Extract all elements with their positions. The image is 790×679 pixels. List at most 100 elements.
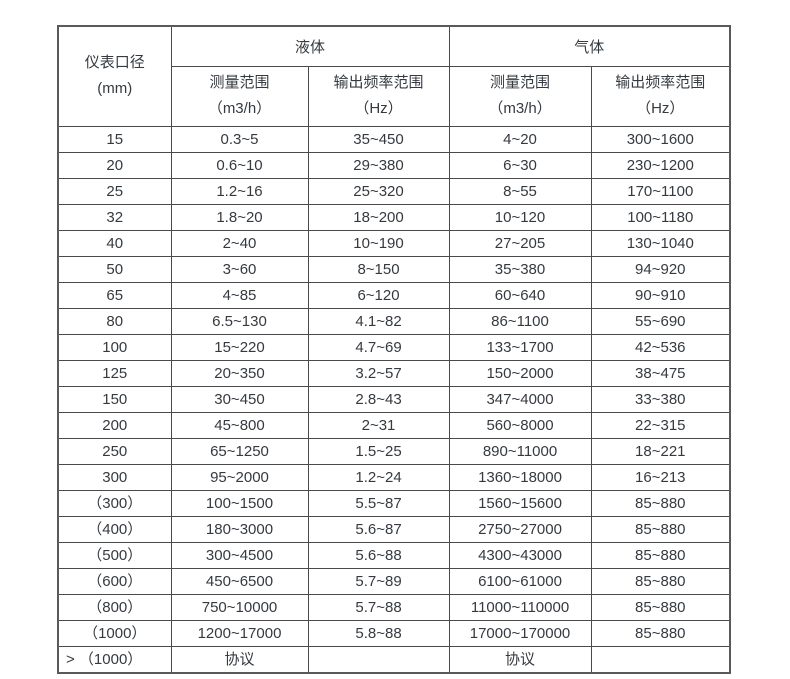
table-header: 仪表口径 (mm) 液体 气体 测量范围 （m3/h） 输出频率范围 （Hz） … (57, 25, 731, 127)
header-liquid-freq-unit: （Hz） (354, 100, 403, 117)
header-gas-freq-label: 输出频率范围 (615, 74, 706, 91)
value-cell: 1200~17000 (170, 619, 309, 647)
value-cell: 133~1700 (448, 333, 592, 361)
table-row: 250 65~1250 1.5~25 890~11000 18~221 (57, 437, 731, 465)
diameter-cell: 65 (57, 281, 172, 309)
header-liquid-measure-unit: （m3/h） (207, 100, 272, 117)
value-cell: 2~40 (170, 229, 309, 257)
value-cell: 5.5~87 (307, 489, 450, 517)
value-cell: 100~1500 (170, 489, 309, 517)
table-row: （600） 450~6500 5.7~89 6100~61000 85~880 (57, 567, 731, 595)
value-cell (590, 645, 731, 673)
value-cell: 38~475 (590, 359, 731, 387)
diameter-cell: （400） (57, 515, 172, 543)
value-cell: 230~1200 (590, 151, 731, 179)
value-cell: 35~380 (448, 255, 592, 283)
value-cell: 86~1100 (448, 307, 592, 335)
diameter-cell: > （1000） (57, 645, 172, 673)
value-cell: 2~31 (307, 411, 450, 439)
diameter-cell: 125 (57, 359, 172, 387)
value-cell: 2.8~43 (307, 385, 450, 413)
value-cell: 20~350 (170, 359, 309, 387)
value-cell: 4.7~69 (307, 333, 450, 361)
value-cell: 85~880 (590, 489, 731, 517)
value-cell: 10~190 (307, 229, 450, 257)
value-cell: 22~315 (590, 411, 731, 439)
value-cell: 60~640 (448, 281, 592, 309)
diameter-cell: 300 (57, 463, 172, 491)
value-cell: 95~2000 (170, 463, 309, 491)
diameter-cell: 50 (57, 255, 172, 283)
value-cell: 6~120 (307, 281, 450, 309)
diameter-cell: （300） (57, 489, 172, 517)
value-cell: 11000~110000 (448, 593, 592, 621)
value-cell: 3~60 (170, 255, 309, 283)
diameter-cell: 250 (57, 437, 172, 465)
value-cell: 4~85 (170, 281, 309, 309)
value-cell: 100~1180 (590, 203, 731, 231)
value-cell: 150~2000 (448, 359, 592, 387)
value-cell: 5.7~89 (307, 567, 450, 595)
value-cell: 8~55 (448, 177, 592, 205)
value-cell: 35~450 (307, 125, 450, 153)
value-cell: 4~20 (448, 125, 592, 153)
header-liquid-measure-range: 测量范围 （m3/h） (170, 65, 309, 127)
diameter-cell: （600） (57, 567, 172, 595)
value-cell: 30~450 (170, 385, 309, 413)
table-row: 125 20~350 3.2~57 150~2000 38~475 (57, 359, 731, 387)
value-cell: 协议 (170, 645, 309, 673)
diameter-cell: 15 (57, 125, 172, 153)
table-row: 300 95~2000 1.2~24 1360~18000 16~213 (57, 463, 731, 491)
value-cell: 85~880 (590, 567, 731, 595)
value-cell: 85~880 (590, 541, 731, 569)
value-cell: 8~150 (307, 255, 450, 283)
value-cell: 42~536 (590, 333, 731, 361)
header-diameter: 仪表口径 (mm) (57, 25, 172, 127)
table-row: （400） 180~3000 5.6~87 2750~27000 85~880 (57, 515, 731, 543)
value-cell: 5.8~88 (307, 619, 450, 647)
header-liquid-measure-label: 测量范围 (209, 74, 270, 91)
diameter-cell: 32 (57, 203, 172, 231)
table-row: 65 4~85 6~120 60~640 90~910 (57, 281, 731, 309)
value-cell: 90~910 (590, 281, 731, 309)
value-cell: 10~120 (448, 203, 592, 231)
header-group-row: 仪表口径 (mm) 液体 气体 (57, 25, 731, 127)
value-cell: 1560~15600 (448, 489, 592, 517)
diameter-cell: 25 (57, 177, 172, 205)
table-body: 15 0.3~5 35~450 4~20 300~1600 20 0.6~10 29~380 6… (57, 125, 731, 673)
value-cell: 3.2~57 (307, 359, 450, 387)
diameter-cell: 20 (57, 151, 172, 179)
header-liquid-frequency-range: 输出频率范围 （Hz） (307, 65, 450, 127)
value-cell: 300~4500 (170, 541, 309, 569)
value-cell: 130~1040 (590, 229, 731, 257)
value-cell: 1.5~25 (307, 437, 450, 465)
value-cell: 560~8000 (448, 411, 592, 439)
value-cell: 94~920 (590, 255, 731, 283)
header-diameter-label: 仪表口径 (84, 54, 145, 72)
header-gas-measure-unit: （m3/h） (488, 100, 552, 117)
table-row: （300） 100~1500 5.5~87 1560~15600 85~880 (57, 489, 731, 517)
value-cell: 750~10000 (170, 593, 309, 621)
value-cell (307, 645, 450, 673)
header-gas-measure-label: 测量范围 (490, 74, 551, 91)
diameter-cell: 40 (57, 229, 172, 257)
header-gas-freq-unit: （Hz） (636, 100, 685, 117)
value-cell: 85~880 (590, 619, 731, 647)
table-row: 40 2~40 10~190 27~205 130~1040 (57, 229, 731, 257)
value-cell: 4300~43000 (448, 541, 592, 569)
table-row: 32 1.8~20 18~200 10~120 100~1180 (57, 203, 731, 231)
value-cell: 15~220 (170, 333, 309, 361)
value-cell: 0.3~5 (170, 125, 309, 153)
diameter-cell: 150 (57, 385, 172, 413)
value-cell: 300~1600 (590, 125, 731, 153)
diameter-cell: 200 (57, 411, 172, 439)
header-gas-frequency-range: 输出频率范围 （Hz） (590, 65, 731, 127)
header-gas: 气体 (448, 25, 731, 67)
value-cell: 33~380 (590, 385, 731, 413)
value-cell: 65~1250 (170, 437, 309, 465)
value-cell: 18~200 (307, 203, 450, 231)
table-row: 25 1.2~16 25~320 8~55 170~1100 (57, 177, 731, 205)
table-row: 100 15~220 4.7~69 133~1700 42~536 (57, 333, 731, 361)
value-cell: 1.8~20 (170, 203, 309, 231)
